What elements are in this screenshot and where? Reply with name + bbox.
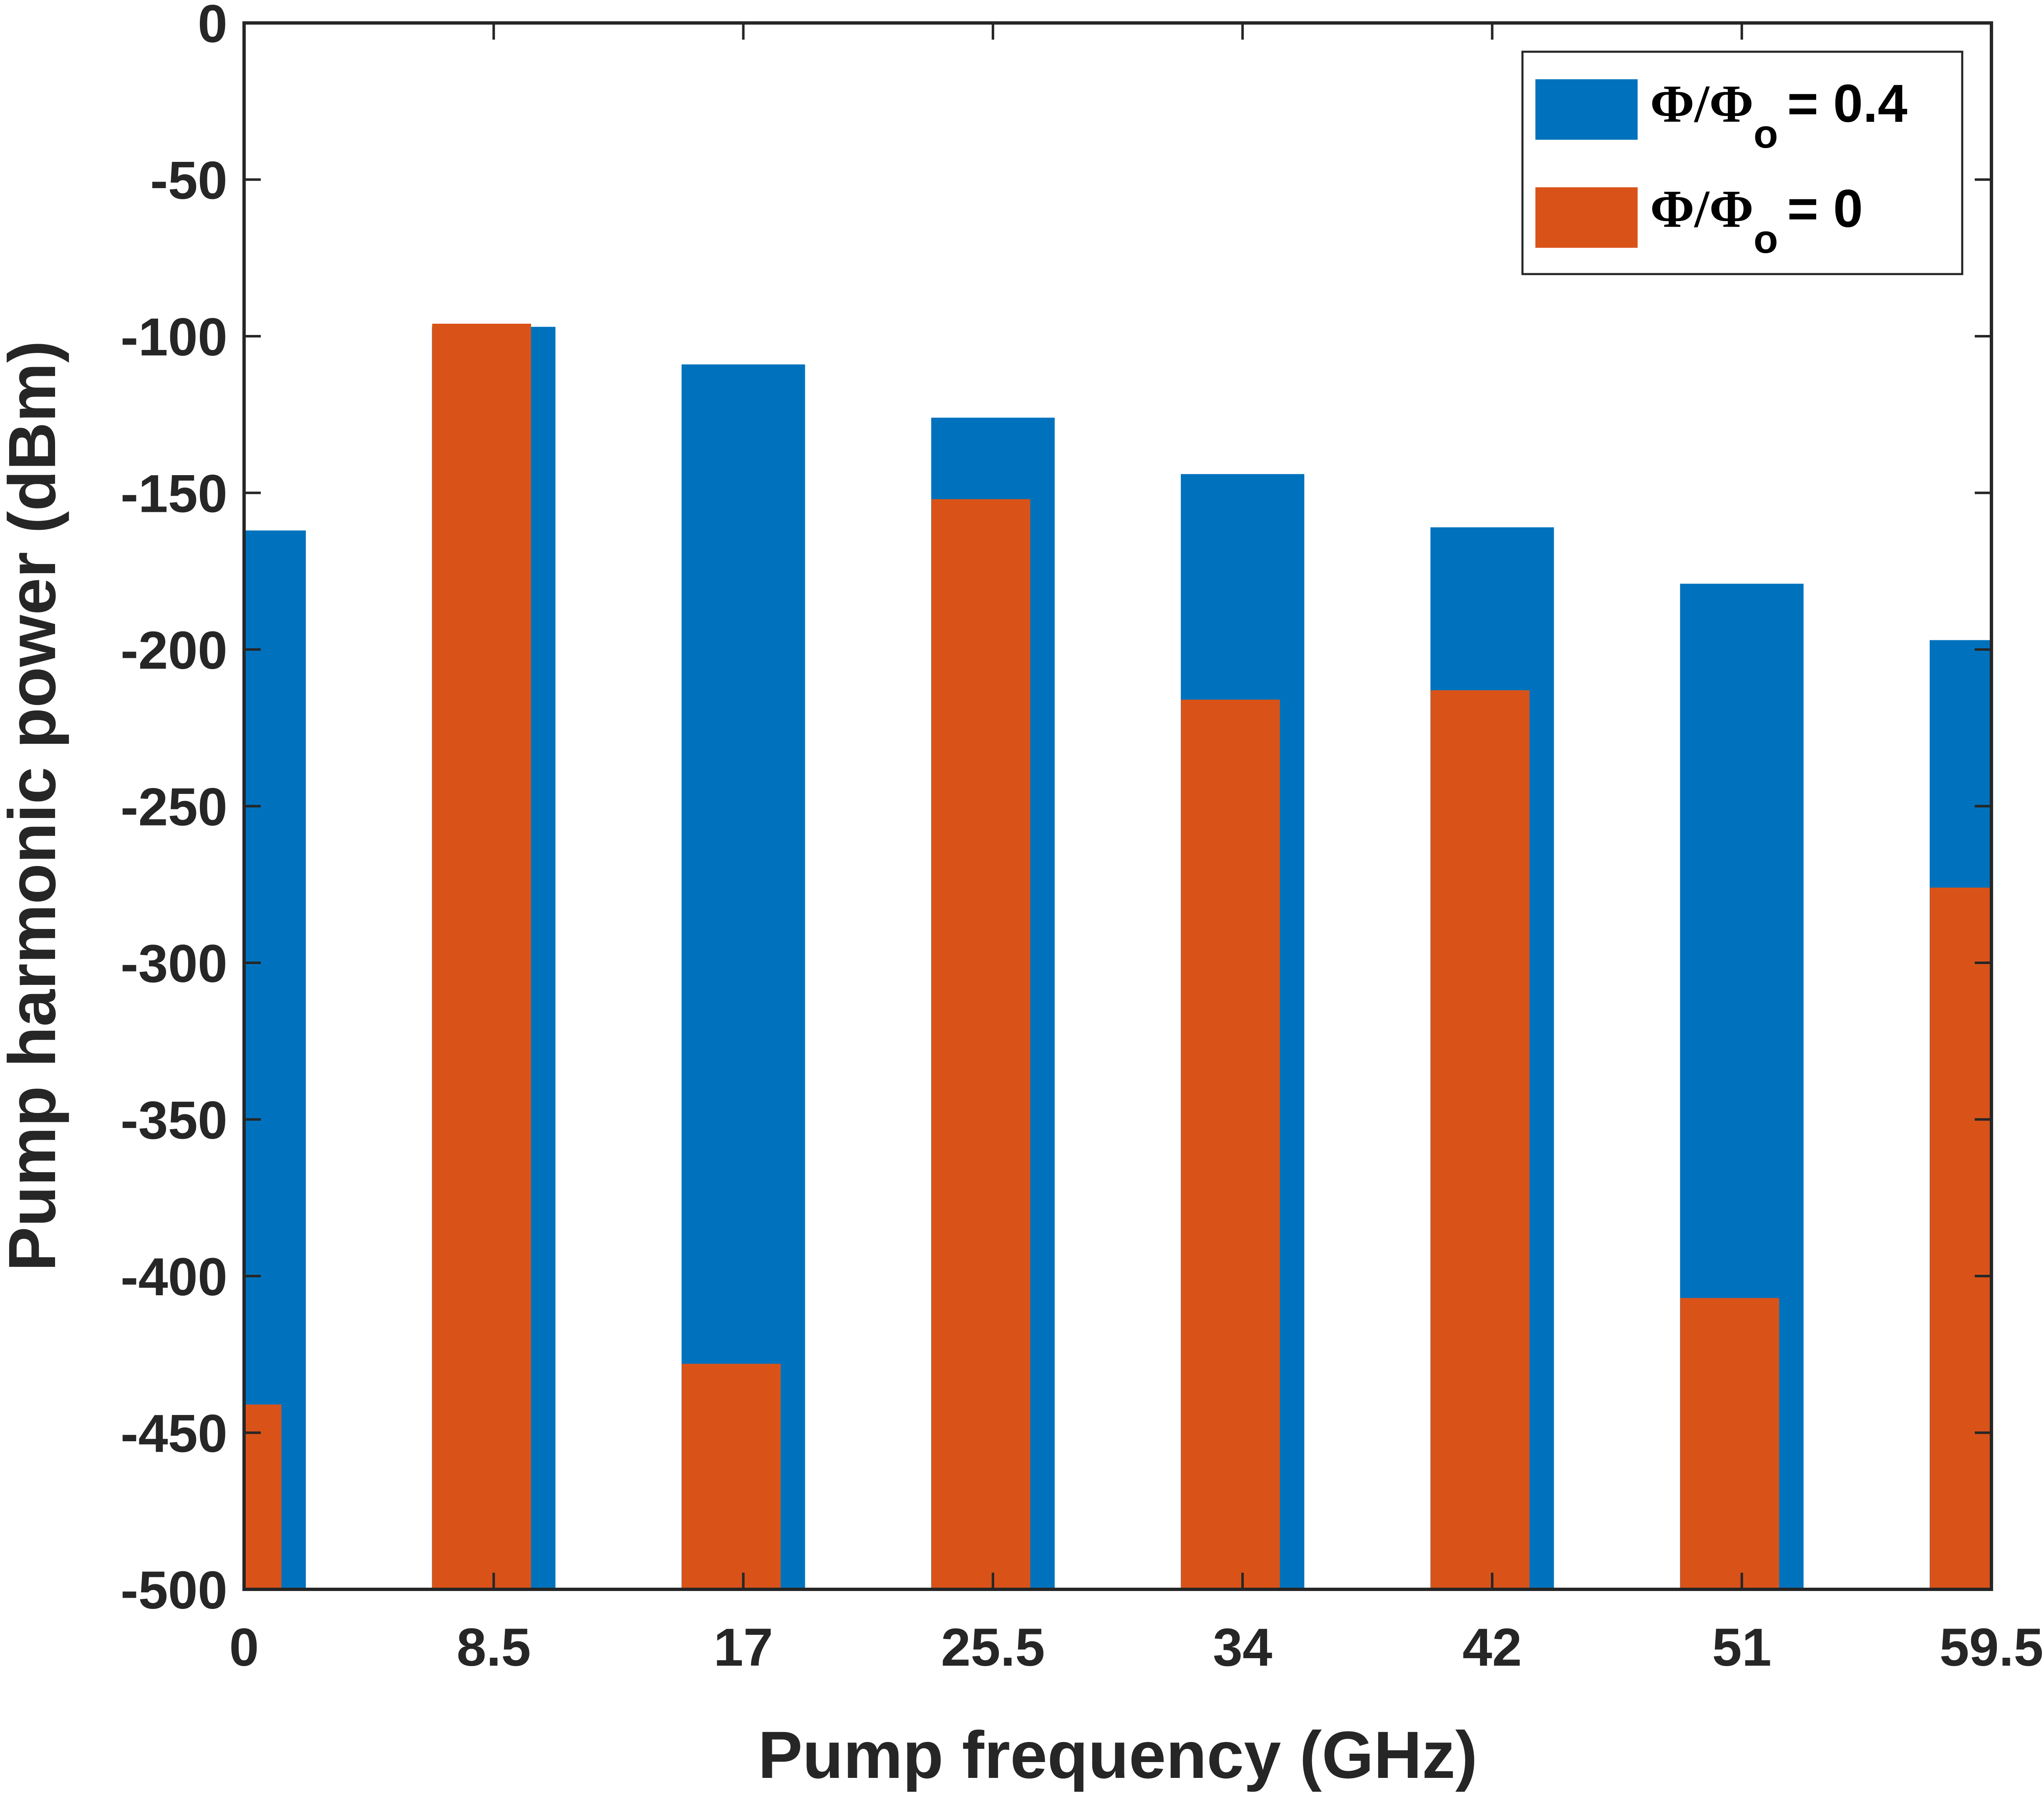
legend-label-0: Φ/Φo= 0.4 (1650, 74, 1908, 156)
y-tick-label-5: -250 (121, 778, 227, 837)
legend-label-1: Φ/Φo= 0 (1650, 179, 1863, 262)
y-tick-label-8: -400 (121, 1247, 227, 1307)
legend-label-1-subscript: o (1754, 217, 1778, 262)
plot-area-border (242, 21, 1993, 1591)
legend: Φ/Φo= 0.4 Φ/Φo= 0 (1521, 50, 1963, 275)
y-tick-labels: 0 -50 -100 -150 -200 -250 -300 -350 -400 -450 -500 (121, 0, 227, 1620)
bar-s1-0 (244, 1404, 282, 1589)
x-tick-label-5: 42 (1462, 1618, 1522, 1677)
x-tick-label-2: 17 (713, 1618, 773, 1677)
y-tick-label-4: -200 (121, 621, 227, 680)
x-tick-label-7: 59.5 (1939, 1618, 2043, 1677)
bar-s1-25.5 (931, 499, 1031, 1589)
y-tick-label-10: -500 (121, 1561, 227, 1620)
bar-s1-42 (1430, 690, 1530, 1590)
x-axis-label: Pump frequency (GHz) (758, 1717, 1478, 1792)
y-tick-label-2: -100 (121, 307, 227, 367)
x-tick-label-6: 51 (1712, 1618, 1772, 1677)
bar-s1-8.5 (432, 323, 531, 1590)
y-tick-label-7: -350 (121, 1091, 227, 1151)
y-axis-label: Pump harmonic power (dBm) (0, 340, 69, 1271)
x-tick-labels: 0 8.5 17 25.5 34 42 51 59.5 (229, 1618, 2043, 1677)
bar-s1-51 (1680, 1298, 1779, 1589)
bar-s1-59.5 (1930, 887, 1991, 1589)
legend-label-1-symbol: Φ/Φ (1650, 179, 1754, 239)
legend-label-0-symbol: Φ/Φ (1650, 74, 1754, 133)
y-tick-label-3: -150 (121, 464, 227, 524)
x-tick-label-1: 8.5 (456, 1618, 531, 1677)
y-tick-label-0: 0 (198, 0, 227, 54)
legend-label-1-value: = 0 (1787, 179, 1863, 239)
y-tick-label-6: -300 (121, 934, 227, 994)
x-tick-label-0: 0 (229, 1618, 259, 1677)
series-1-bars (244, 323, 1991, 1590)
y-tick-label-1: -50 (150, 151, 227, 211)
bar-s1-17 (682, 1364, 781, 1589)
legend-swatch-1 (1535, 187, 1638, 248)
y-tick-label-9: -450 (121, 1404, 227, 1464)
x-tick-label-4: 34 (1213, 1618, 1272, 1677)
legend-swatch-0 (1535, 79, 1638, 140)
legend-label-0-value: = 0.4 (1787, 74, 1907, 133)
bar-s1-34 (1181, 700, 1280, 1589)
x-tick-label-3: 25.5 (941, 1618, 1045, 1677)
legend-label-0-subscript: o (1754, 112, 1778, 156)
